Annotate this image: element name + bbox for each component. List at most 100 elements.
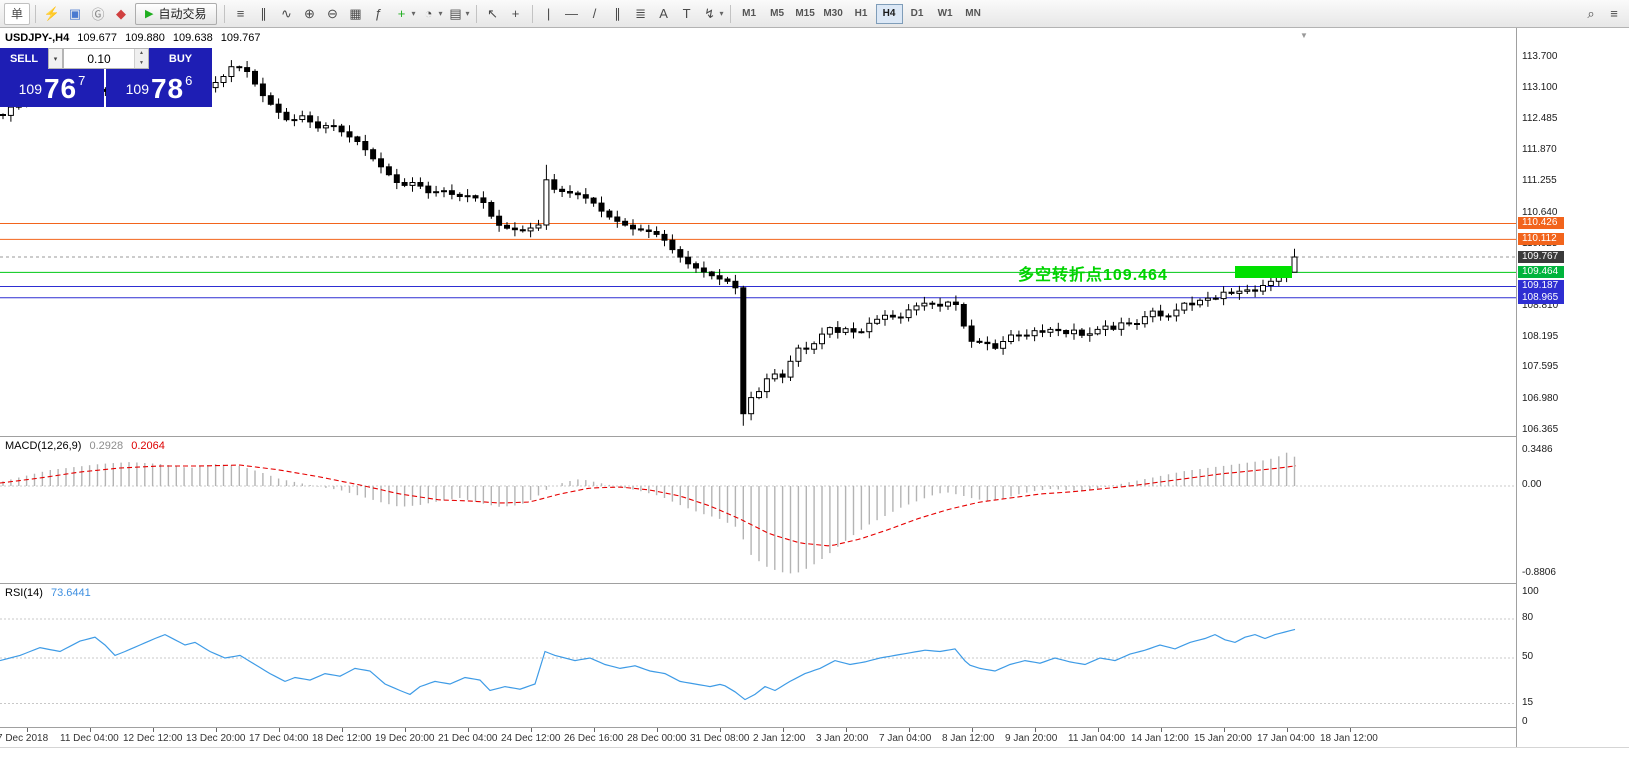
- candle-body: [267, 95, 274, 105]
- expert-advisors-icon[interactable]: Ⓖ: [91, 7, 105, 22]
- label-icon[interactable]: T: [682, 6, 691, 21]
- arrows-icon[interactable]: ↯: [704, 5, 715, 21]
- candle-body: [1244, 289, 1251, 292]
- candle-body: [834, 327, 841, 333]
- time-label: 26 Dec 16:00: [564, 733, 624, 744]
- arrows-caret-icon[interactable]: ▾: [719, 9, 724, 18]
- add-indicator-caret-icon[interactable]: ▾: [411, 9, 416, 18]
- candle-body: [7, 106, 14, 116]
- candle-body: [992, 343, 999, 349]
- ask-price[interactable]: 109 78 6: [106, 69, 212, 107]
- fibonacci-icon[interactable]: ≣: [635, 5, 646, 21]
- symbol-period-label: USDJPY-,H4: [5, 32, 70, 44]
- candle-body: [850, 328, 857, 333]
- new-order-button[interactable]: 单: [4, 2, 31, 25]
- candle-body: [504, 224, 510, 229]
- text-icon[interactable]: A: [659, 6, 668, 21]
- time-tick: [27, 728, 28, 732]
- candle-body: [1236, 290, 1243, 294]
- candle-body: [582, 194, 589, 199]
- scale-tick: 50: [1522, 651, 1534, 662]
- templates-caret-icon[interactable]: ▾: [465, 9, 470, 18]
- timeframe-w1-button[interactable]: W1: [937, 8, 953, 19]
- volume-input[interactable]: [64, 49, 134, 68]
- price-scale[interactable]: 113.700 113.100 112.485 111.870 111.255 110.6…: [1516, 28, 1629, 747]
- highlight-rectangle[interactable]: [1235, 266, 1292, 278]
- indicators-icon[interactable]: ƒ: [374, 6, 383, 21]
- profiles-icon[interactable]: ◆: [116, 5, 127, 21]
- order-type-dropdown[interactable]: ▾: [48, 48, 63, 69]
- add-indicator-icon[interactable]: +: [397, 6, 406, 21]
- period-caret-icon[interactable]: ▾: [438, 9, 443, 18]
- macd-name: MACD(12,26,9): [5, 440, 82, 452]
- main-chart-svg[interactable]: [0, 28, 1516, 436]
- autotrading-button[interactable]: ▶ 自动交易: [135, 2, 217, 25]
- timeframe-m1-button[interactable]: M1: [742, 8, 757, 19]
- templates-icon[interactable]: ▤: [449, 5, 462, 21]
- timeframe-h4-button[interactable]: H4: [875, 3, 903, 24]
- candle-body: [976, 340, 983, 343]
- candlestick-chart-icon[interactable]: ∥: [260, 5, 267, 21]
- time-tick: [1035, 728, 1036, 732]
- trendline-icon[interactable]: /: [592, 6, 597, 21]
- candle-body: [637, 228, 644, 231]
- zoom-out-icon[interactable]: ⊖: [327, 5, 338, 21]
- ask-price-small: 109: [125, 81, 149, 97]
- close-value: 109.767: [220, 32, 261, 44]
- candle-body: [283, 111, 290, 121]
- horizontal-line-icon[interactable]: —: [565, 6, 579, 21]
- time-tick: [594, 728, 595, 732]
- bid-price[interactable]: 109 76 7: [0, 69, 104, 107]
- candle-body: [527, 227, 534, 232]
- time-axis[interactable]: 7 Dec 2018 11 Dec 04:00 12 Dec 12:00 13 Dec…: [0, 727, 1516, 747]
- rsi-value: 73.6441: [50, 587, 91, 599]
- scale-tick: -0.8806: [1522, 567, 1556, 578]
- vertical-line-icon[interactable]: |: [546, 6, 551, 21]
- bar-chart-icon[interactable]: ≡: [236, 6, 245, 21]
- rsi-label: RSI(14) 73.6441: [5, 587, 96, 599]
- scale-tick: 100: [1522, 586, 1539, 597]
- candle-body: [645, 229, 652, 232]
- turning-point-annotation[interactable]: 多空转折点109.464: [1018, 267, 1168, 284]
- volume-up-button[interactable]: ▲: [135, 49, 148, 59]
- macd-svg[interactable]: [0, 437, 1516, 583]
- channel-icon[interactable]: ∥: [614, 5, 621, 21]
- timeframe-h1-button[interactable]: H1: [854, 8, 868, 19]
- time-tick: [909, 728, 910, 732]
- timeframe-d1-button[interactable]: D1: [910, 8, 924, 19]
- time-label: 3 Jan 20:00: [816, 733, 869, 744]
- search-icon[interactable]: ⌕: [1587, 5, 1595, 21]
- chart-shift-marker-icon[interactable]: ▼: [1300, 31, 1308, 40]
- timeframe-mn-button[interactable]: MN: [965, 8, 981, 19]
- rsi-svg[interactable]: [0, 584, 1516, 727]
- candle-body: [1173, 309, 1180, 317]
- timeframe-group: M1 M5 M15 M30 H1 H4 D1 W1 MN: [736, 3, 987, 24]
- candle-body: [724, 278, 731, 282]
- zoom-in-icon[interactable]: ⊕: [304, 5, 315, 21]
- charts-window-icon[interactable]: ▣: [68, 5, 82, 21]
- candle-body: [425, 185, 432, 194]
- menu-icon[interactable]: ≡: [1610, 6, 1618, 21]
- crosshair-icon[interactable]: +: [511, 6, 520, 21]
- timeframe-m5-button[interactable]: M5: [770, 8, 785, 19]
- time-tick: [90, 728, 91, 732]
- buy-button[interactable]: BUY: [149, 48, 212, 69]
- scale-tick: 106.365: [1522, 424, 1559, 435]
- timeframe-m15-button[interactable]: M15: [795, 8, 815, 19]
- time-tick: [216, 728, 217, 732]
- sell-button[interactable]: SELL: [0, 48, 48, 69]
- line-chart-icon[interactable]: ∿: [281, 5, 292, 21]
- cursor-icon[interactable]: ↖: [487, 5, 498, 21]
- candle-body: [448, 190, 455, 195]
- tile-windows-icon[interactable]: ▦: [349, 5, 362, 21]
- ask-price-big: 78: [150, 73, 185, 104]
- mql-wizard-icon[interactable]: ⚡: [43, 5, 61, 21]
- timeframe-m30-button[interactable]: M30: [823, 8, 843, 19]
- candle-body: [330, 125, 337, 128]
- period-icon[interactable]: ◔: [424, 6, 433, 21]
- volume-down-button[interactable]: ▼: [135, 58, 148, 68]
- time-label: 9 Jan 20:00: [1005, 733, 1058, 744]
- candle-body: [913, 305, 920, 311]
- time-tick: [846, 728, 847, 732]
- candle-body: [945, 301, 951, 307]
